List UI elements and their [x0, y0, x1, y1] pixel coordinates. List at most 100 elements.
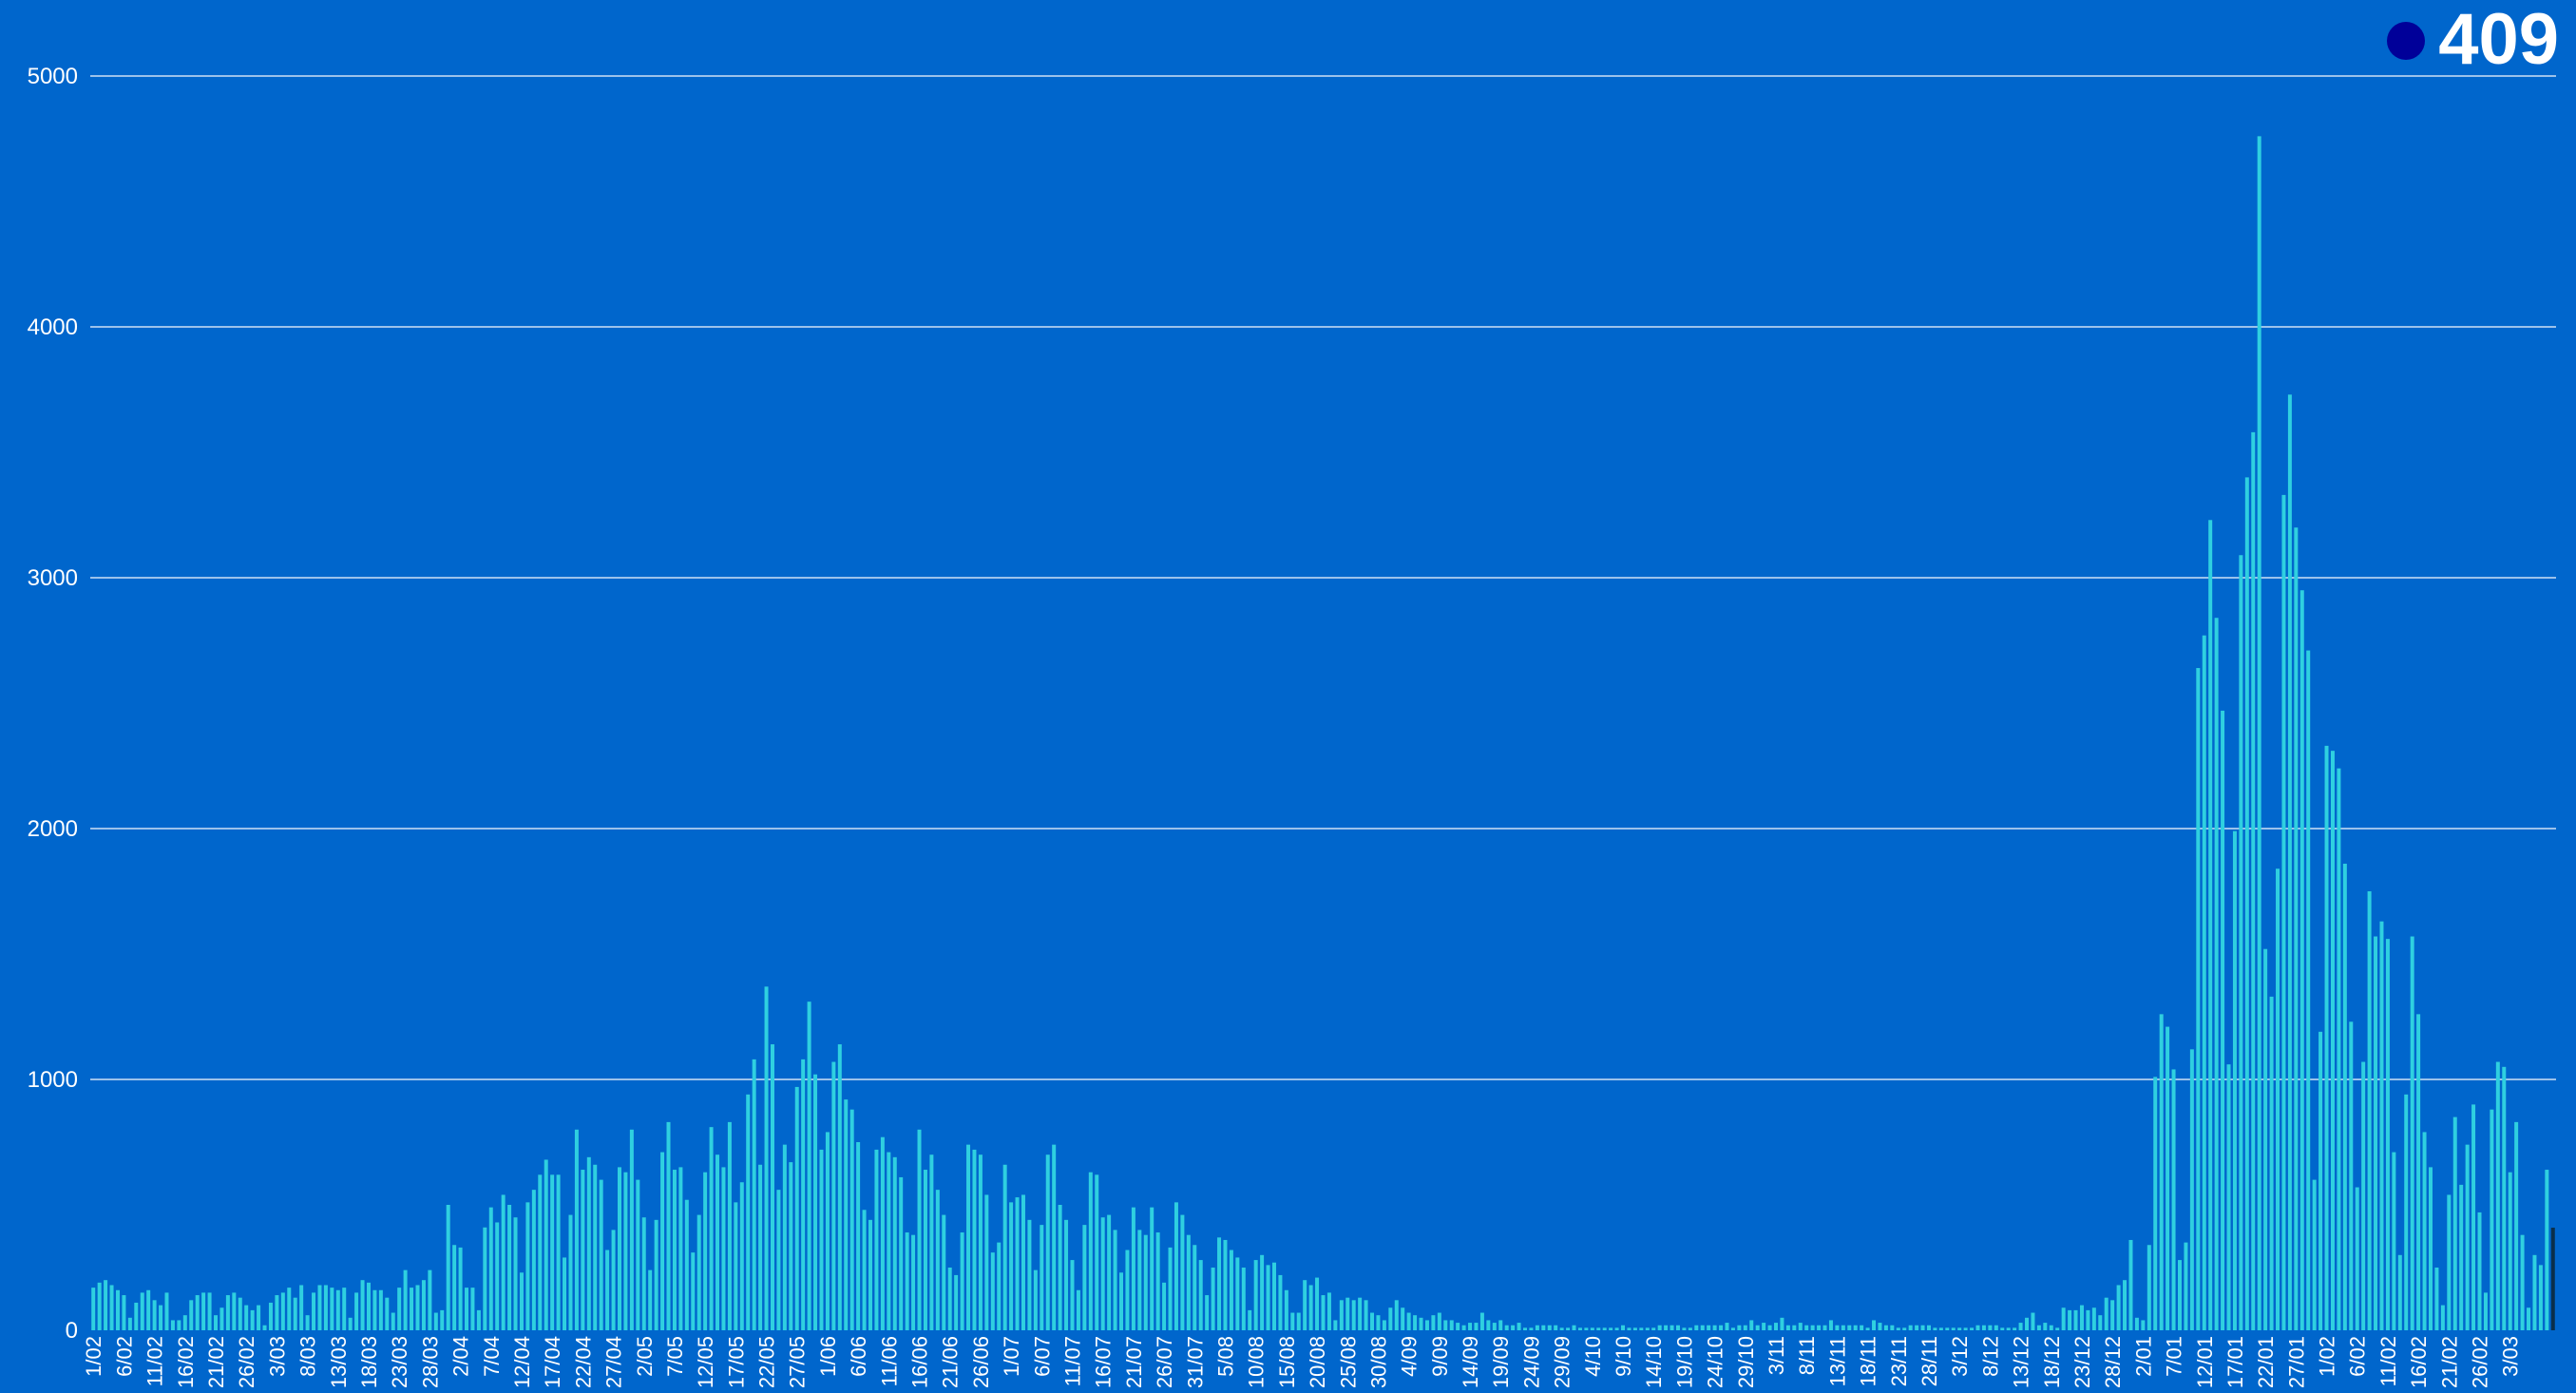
bar	[1975, 1325, 1980, 1330]
bar	[330, 1288, 334, 1330]
bar	[2068, 1309, 2072, 1330]
bar	[978, 1154, 983, 1330]
bar	[1614, 1327, 1619, 1330]
bar	[764, 986, 769, 1330]
y-axis-labels: 0 1000 2000 3000 4000 5000	[28, 64, 78, 1344]
bar	[1315, 1277, 1320, 1330]
bar	[752, 1059, 756, 1330]
x-tick-label: 3/12	[1948, 1336, 1972, 1377]
bar	[1902, 1327, 1907, 1330]
bar	[385, 1297, 390, 1330]
bar	[1920, 1325, 1925, 1330]
bar	[104, 1280, 108, 1330]
x-tick-label: 18/12	[2040, 1336, 2064, 1388]
bar	[917, 1129, 922, 1330]
bar	[2459, 1184, 2464, 1330]
bar	[1890, 1325, 1895, 1330]
x-tick-label: 13/12	[2010, 1336, 2033, 1388]
bar	[1860, 1325, 1864, 1330]
latest-value: 409	[2438, 0, 2559, 80]
bar	[207, 1292, 212, 1330]
x-tick-label: 27/01	[2284, 1336, 2308, 1388]
bar	[189, 1300, 194, 1330]
x-tick-label: 2/05	[633, 1336, 657, 1377]
bar	[262, 1325, 267, 1330]
bar	[2086, 1309, 2090, 1330]
bar	[2318, 1031, 2323, 1330]
bar	[1915, 1325, 1919, 1330]
x-tick-label: 28/11	[1918, 1336, 1941, 1386]
bar	[1725, 1323, 1729, 1330]
bar	[1260, 1254, 1265, 1330]
x-tick-label: 6/07	[1030, 1336, 1054, 1377]
bar	[378, 1289, 383, 1330]
bar	[2177, 1260, 2182, 1330]
bar	[1872, 1320, 1877, 1330]
bar	[2073, 1309, 2078, 1330]
bar	[825, 1132, 830, 1330]
bar	[2520, 1234, 2525, 1330]
bar	[1456, 1323, 1460, 1330]
x-tick-label: 23/12	[2070, 1336, 2094, 1388]
x-tick-label: 17/01	[2223, 1336, 2247, 1388]
bar	[899, 1176, 904, 1330]
bar	[966, 1144, 971, 1330]
bar	[1009, 1202, 1014, 1330]
bar	[1308, 1285, 1313, 1330]
bar	[813, 1074, 818, 1330]
bar	[1584, 1327, 1589, 1330]
bar	[1284, 1289, 1288, 1330]
bar	[2263, 948, 2268, 1330]
bar	[929, 1154, 934, 1330]
bar	[1345, 1297, 1350, 1330]
bar	[1535, 1325, 1539, 1330]
bar	[452, 1245, 457, 1330]
bar	[2538, 1265, 2543, 1330]
bar	[1688, 1327, 1692, 1330]
bar	[177, 1320, 181, 1330]
y-tick-label: 0	[66, 1318, 78, 1344]
bar	[421, 1280, 426, 1330]
bar	[1682, 1327, 1687, 1330]
bar	[892, 1156, 897, 1330]
bar	[746, 1094, 751, 1330]
bar	[1645, 1327, 1650, 1330]
bar	[1461, 1325, 1466, 1330]
bar	[1150, 1207, 1154, 1330]
bar	[2447, 1194, 2452, 1330]
bar	[849, 1109, 854, 1330]
x-tick-label: 23/03	[388, 1336, 411, 1388]
bar	[1632, 1327, 1637, 1330]
bar	[789, 1162, 793, 1330]
y-tick-label: 5000	[28, 64, 78, 89]
bar	[691, 1252, 696, 1330]
bar	[2330, 751, 2335, 1330]
bar	[97, 1282, 102, 1330]
bar	[1045, 1154, 1050, 1330]
bar	[1015, 1197, 1020, 1330]
x-tick-label: 1/06	[816, 1336, 840, 1377]
x-tick-label: 16/02	[2407, 1336, 2431, 1388]
bar	[599, 1179, 603, 1330]
bar	[758, 1164, 763, 1330]
bar	[2208, 520, 2213, 1330]
bar	[2374, 936, 2378, 1330]
bar	[1621, 1325, 1626, 1330]
bar	[1762, 1323, 1766, 1330]
bar	[2147, 1245, 2151, 1330]
bar	[1376, 1315, 1381, 1330]
bar	[170, 1320, 175, 1330]
x-tick-label: 22/01	[2254, 1336, 2278, 1388]
x-tick-label: 7/01	[2163, 1336, 2186, 1377]
bar	[1125, 1250, 1130, 1330]
bar	[1027, 1219, 1032, 1330]
bar	[2221, 710, 2225, 1330]
bar	[1052, 1144, 1057, 1330]
bar	[1002, 1164, 1007, 1330]
bar	[2452, 1116, 2457, 1330]
x-tick-label: 3/03	[2499, 1336, 2523, 1377]
bar	[1223, 1239, 1228, 1330]
bar	[1107, 1214, 1112, 1330]
bar	[2189, 1049, 2194, 1330]
bar	[1798, 1323, 1803, 1330]
